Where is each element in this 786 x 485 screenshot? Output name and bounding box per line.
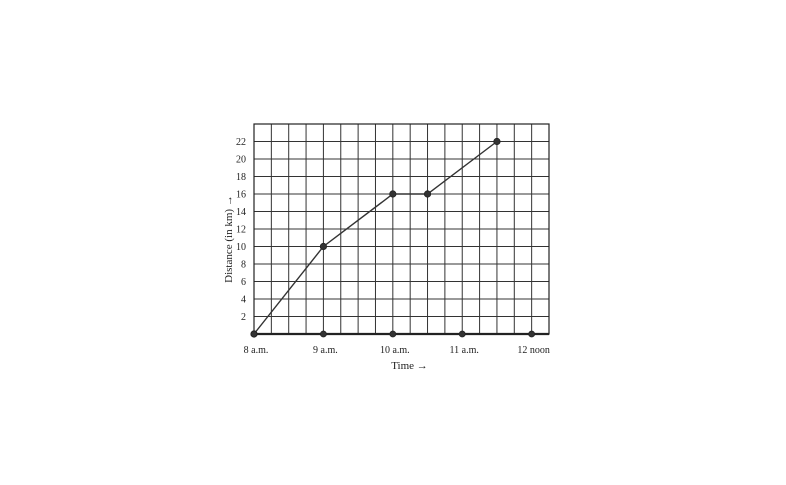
x-tick-label: 11 a.m.: [450, 345, 479, 356]
x-tick-label: 9 a.m.: [313, 345, 338, 356]
y-tick-label: 16: [236, 190, 246, 201]
axis-markers: [250, 330, 536, 338]
axis-marker: [250, 330, 258, 338]
x-tick-label: 12 noon: [517, 345, 550, 356]
y-tick-label: 6: [241, 277, 246, 288]
axis-marker: [389, 330, 397, 338]
grid: [253, 123, 550, 335]
y-tick-label: 10: [236, 242, 246, 253]
axis-marker: [528, 330, 536, 338]
data-point: [319, 242, 328, 251]
x-tick-labels: 8 a.m. 9 a.m. 10 a.m. 11 a.m. 12 noon: [244, 345, 550, 356]
y-tick-label: 2: [241, 312, 246, 323]
y-tick-label: 4: [241, 295, 246, 306]
axis-marker: [458, 330, 466, 338]
y-tick-label: 14: [236, 207, 246, 218]
x-axis-label: Time →: [391, 360, 428, 372]
x-tick-label: 10 a.m.: [380, 345, 410, 356]
series-layer: [250, 137, 501, 338]
y-tick-label: 8: [241, 260, 246, 271]
x-tick-label: 8 a.m.: [244, 345, 269, 356]
y-tick-label: 18: [236, 172, 246, 183]
data-point: [493, 137, 501, 146]
data-point: [423, 190, 432, 198]
y-tick-labels: 2 4 6 8 10 12 14 16 18 20 22: [236, 137, 246, 323]
y-tick-label: 20: [236, 155, 246, 166]
axis-marker: [320, 330, 327, 338]
y-tick-label: 12: [236, 225, 246, 236]
y-axis-label: Distance (in km) →: [223, 195, 235, 283]
data-point: [389, 190, 397, 198]
y-tick-label: 22: [236, 137, 246, 148]
